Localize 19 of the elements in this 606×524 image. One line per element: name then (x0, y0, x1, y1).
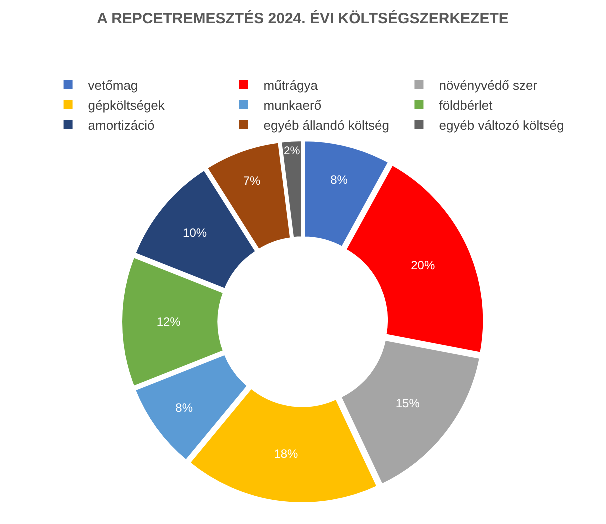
data-label: 18% (274, 446, 299, 461)
data-label: 2% (284, 146, 300, 158)
legend-label: műtrágya (264, 78, 319, 94)
data-label: 12% (156, 315, 182, 329)
legend-label: vetőmag (88, 78, 138, 94)
data-label: 8% (176, 401, 194, 416)
data-label: 7% (243, 174, 262, 188)
data-label: 10% (183, 226, 208, 240)
data-label: 20% (411, 258, 436, 272)
legend-label: egyéb változó költség (439, 118, 564, 133)
legend-label: földbérlet (439, 98, 494, 113)
data-label: 8% (330, 173, 348, 188)
data-label: 15% (396, 396, 420, 410)
legend-label: munkaerő (264, 98, 322, 113)
chart-title: A REPCETREMESZTÉS 2024. ÉVI KÖLTSÉGSZERKEZETE (97, 10, 509, 28)
legend-label: növényvédő szer (439, 78, 538, 94)
legend-label: gépköltségek (88, 98, 166, 113)
legend-label: amortizáció (88, 118, 155, 133)
legend-label: egyéb állandó költség (264, 118, 390, 133)
